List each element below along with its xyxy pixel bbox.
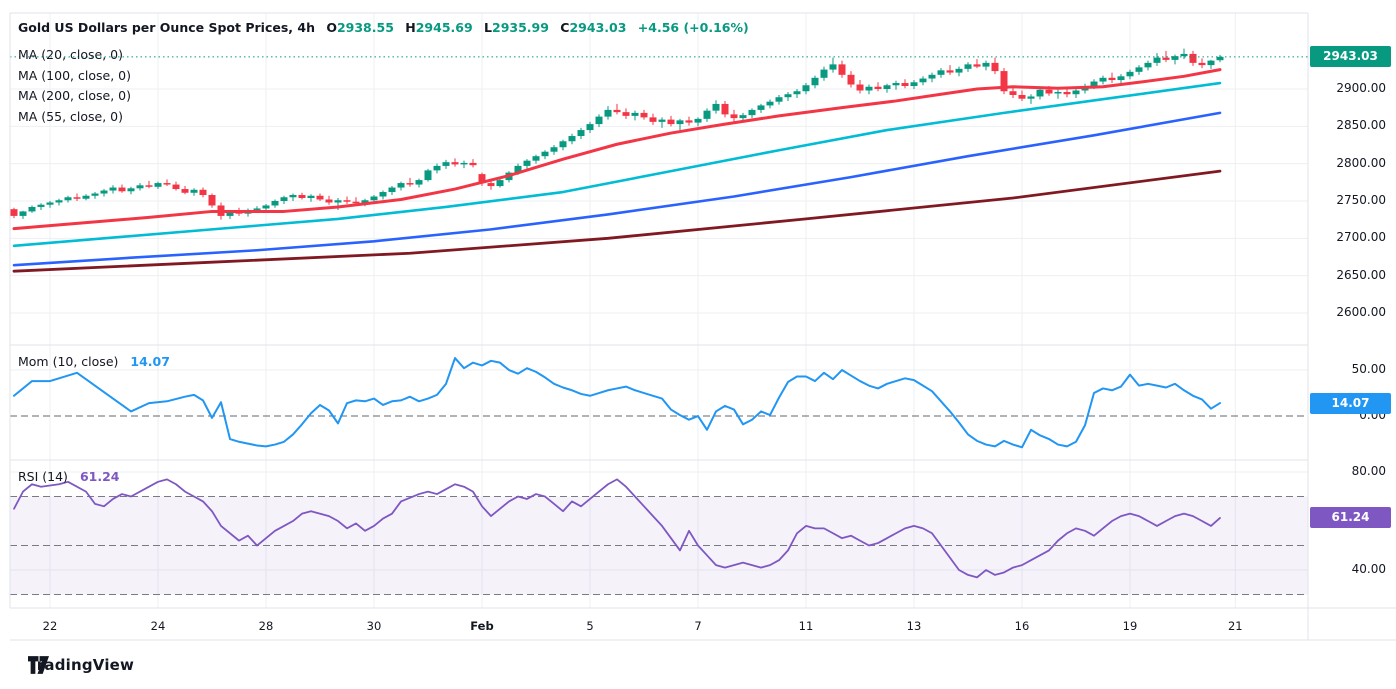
tradingview-brand-text: TradingView [28, 656, 135, 674]
time-tick-label: 16 [1014, 619, 1030, 633]
time-tick-label: 11 [798, 619, 814, 633]
rsi-value-badge: 61.24 [1310, 507, 1391, 529]
momentum-label: Mom (10, close) [18, 354, 119, 369]
time-tick-label: Feb [470, 619, 494, 633]
close-label: C [560, 20, 570, 35]
momentum-value-badge: 14.07 [1310, 392, 1391, 414]
main-chart-legend[interactable]: Gold US Dollars per Ounce Spot Prices, 4… [18, 20, 749, 35]
open-label: O [326, 20, 337, 35]
time-tick-label: 22 [42, 619, 58, 633]
symbol-title: Gold US Dollars per Ounce Spot Prices, 4… [18, 20, 315, 35]
price-tick-label: 2650.00 [1336, 267, 1386, 282]
rsi-tick-label: 80.00 [1351, 464, 1386, 478]
ma-legend-item[interactable]: MA (55, close, 0) [18, 108, 124, 124]
tradingview-watermark[interactable]: TradingView [28, 656, 134, 674]
price-tick-label: 2600.00 [1336, 304, 1386, 319]
time-tick-label: 30 [366, 619, 382, 633]
ma-legend-item[interactable]: MA (200, close, 0) [18, 88, 131, 103]
ma-legend-item[interactable]: MA (20, close, 0) [18, 47, 124, 62]
momentum-tick-label: 50.00 [1351, 362, 1386, 377]
high-value: 2945.69 [415, 20, 473, 35]
rsi-legend[interactable]: RSI (14) 61.24 [18, 469, 119, 484]
price-tick-label: 2850.00 [1336, 118, 1386, 133]
time-tick-label: 21 [1227, 619, 1243, 633]
price-tick-label: 2700.00 [1336, 230, 1386, 245]
price-tick-label: 2800.00 [1336, 155, 1386, 170]
open-value: 2938.55 [336, 20, 394, 35]
time-tick-label: 13 [906, 619, 922, 633]
low-label: L [484, 20, 492, 35]
ma-legend: MA (20, close, 0) MA (100, close, 0) MA (2… [18, 45, 131, 127]
close-value: 2943.03 [569, 20, 627, 35]
price-tick-label: 2750.00 [1336, 192, 1386, 207]
rsi-value: 61.24 [79, 469, 120, 484]
low-value: 2935.99 [492, 20, 549, 35]
time-tick-label: 5 [586, 619, 594, 633]
change-value: +4.56 (+0.16%) [637, 20, 749, 35]
time-tick-label: 19 [1122, 619, 1138, 633]
high-label: H [405, 20, 416, 35]
last-price-badge: 2943.03 [1310, 46, 1391, 68]
time-tick-label: 7 [694, 619, 702, 633]
tradingview-logo-icon [28, 656, 49, 674]
time-tick-label: 28 [258, 619, 274, 633]
rsi-tick-label: 40.00 [1351, 562, 1386, 577]
momentum-value: 14.07 [130, 354, 170, 369]
rsi-label: RSI (14) [18, 469, 68, 484]
ma-legend-item[interactable]: MA (100, close, 0) [18, 67, 131, 83]
price-tick-label: 2900.00 [1336, 81, 1386, 95]
momentum-legend[interactable]: Mom (10, close) 14.07 [18, 354, 170, 369]
time-tick-label: 24 [150, 619, 166, 633]
